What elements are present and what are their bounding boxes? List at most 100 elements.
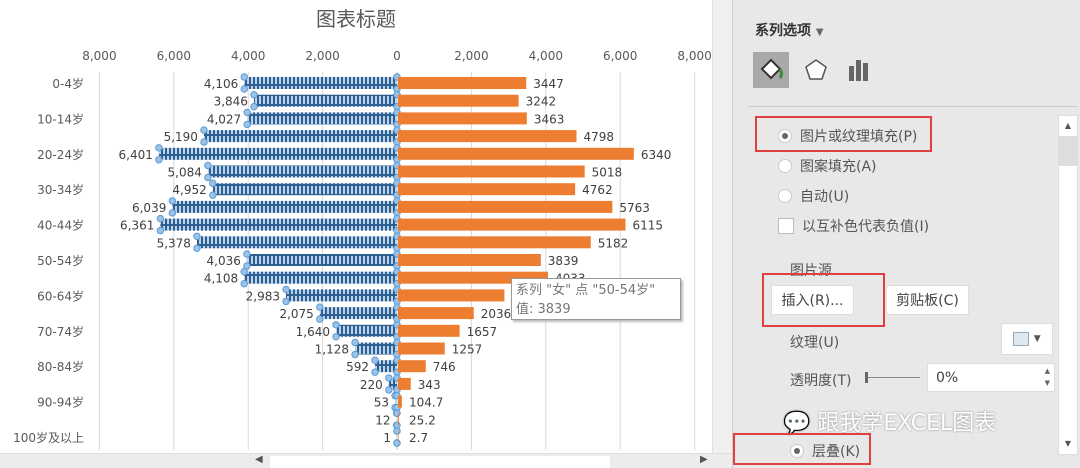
radio-picture-texture-fill[interactable]: 图片或纹理填充(P)	[778, 126, 917, 146]
female-bar[interactable]	[398, 342, 445, 355]
male-data-label: 220	[360, 378, 383, 392]
female-bar[interactable]	[398, 395, 402, 408]
male-data-label: 592	[346, 360, 369, 374]
clipboard-button[interactable]: 剪贴板(C)	[886, 285, 969, 315]
selection-handle	[351, 338, 359, 347]
male-bar[interactable]	[160, 218, 397, 231]
option-label: 以互补色代表负值(I)	[802, 219, 930, 235]
male-data-label: 6,401	[119, 148, 153, 162]
spinner-icon[interactable]: ▲ ▼	[1044, 367, 1050, 387]
female-bar[interactable]	[398, 94, 519, 107]
transparency-slider[interactable]	[865, 370, 920, 384]
radio-automatic[interactable]: 自动(U)	[778, 186, 849, 206]
female-data-label: 343	[418, 378, 441, 392]
female-bar[interactable]	[398, 377, 411, 390]
transparency-input[interactable]: 0% ▲ ▼	[927, 363, 1055, 392]
scroll-left-icon[interactable]: ◀	[255, 454, 263, 465]
category-label: 40-44岁	[37, 218, 84, 233]
male-bar[interactable]	[246, 254, 397, 266]
male-bar[interactable]	[319, 307, 397, 320]
insert-picture-button[interactable]: 插入(R)...	[771, 285, 854, 315]
tab-effects[interactable]	[798, 52, 834, 88]
female-bar[interactable]	[398, 130, 577, 143]
radio-icon	[778, 189, 792, 203]
female-bar[interactable]	[398, 112, 527, 125]
population-pyramid-chart[interactable]: 图表标题 8,000 6,000 4,000 2,000 0 2,000 4,000 6,00…	[0, 0, 712, 453]
selection-handle	[316, 303, 324, 311]
male-data-label: 2,983	[246, 289, 280, 303]
female-bar[interactable]	[398, 413, 399, 426]
scrollbar-thumb[interactable]	[270, 456, 610, 468]
texture-dropdown[interactable]: ▼	[1001, 323, 1053, 355]
x-tick-label: 4,000	[529, 49, 563, 63]
female-bar[interactable]	[398, 324, 460, 337]
female-bar[interactable]	[398, 360, 426, 373]
selection-handle	[250, 103, 258, 111]
male-data-label: 12	[375, 413, 390, 427]
option-label: 层叠(K)	[812, 444, 861, 460]
selection-handle	[351, 350, 359, 359]
scroll-up-icon[interactable]: ▲	[1064, 121, 1072, 130]
panel-vertical-scrollbar[interactable]: ▲ ▼	[1058, 115, 1078, 455]
female-bar[interactable]	[398, 289, 505, 302]
chart-tooltip: 系列 "女" 点 "50-54岁" 值: 3839	[511, 278, 681, 320]
female-bar[interactable]	[398, 271, 549, 284]
female-bar[interactable]	[398, 200, 613, 213]
male-bar[interactable]	[355, 342, 397, 355]
category-label: 100岁及以上	[13, 430, 84, 445]
scroll-right-icon[interactable]: ▶	[700, 454, 708, 465]
male-bar[interactable]	[207, 165, 397, 178]
male-data-label: 1,640	[296, 325, 330, 339]
female-bar[interactable]	[398, 165, 585, 178]
female-bar[interactable]	[398, 218, 626, 231]
series-options-label: 系列选项	[755, 23, 811, 39]
watermark: 💬 跟我学EXCEL图表	[783, 411, 997, 436]
female-bar[interactable]	[398, 236, 591, 249]
male-bar[interactable]	[253, 94, 397, 107]
female-data-label: 3447	[533, 77, 564, 91]
selection-handle	[243, 108, 251, 117]
tab-series-options[interactable]	[841, 52, 877, 88]
checkbox-invert-if-negative[interactable]: 以互补色代表负值(I)	[778, 216, 929, 236]
male-bar[interactable]	[244, 271, 397, 284]
female-bar[interactable]	[398, 431, 399, 443]
radio-pattern-fill[interactable]: 图案填充(A)	[778, 156, 877, 176]
female-bar[interactable]	[398, 147, 634, 160]
male-bar[interactable]	[158, 147, 397, 160]
male-bar[interactable]	[395, 395, 397, 408]
male-bar[interactable]	[374, 360, 397, 373]
scrollbar-thumb[interactable]	[1059, 136, 1077, 166]
scroll-down-icon[interactable]: ▼	[1064, 439, 1072, 448]
selection-handle	[209, 191, 217, 199]
male-bar[interactable]	[335, 324, 397, 337]
selection-handle	[200, 138, 208, 146]
male-bar[interactable]	[388, 377, 397, 390]
highlight-box	[762, 273, 885, 327]
x-tick-label: 6,000	[603, 49, 637, 63]
radio-icon	[778, 159, 792, 173]
male-bar[interactable]	[212, 183, 397, 196]
female-data-label: 4762	[582, 183, 613, 197]
male-bar[interactable]	[172, 200, 397, 213]
female-bar[interactable]	[398, 183, 576, 196]
male-bar[interactable]	[286, 289, 397, 302]
female-bar[interactable]	[398, 307, 474, 320]
horizontal-scrollbar[interactable]: ◀ ▶	[0, 453, 732, 468]
chart-title[interactable]: 图表标题	[316, 7, 396, 31]
male-bar[interactable]	[244, 77, 397, 89]
male-bar[interactable]	[196, 236, 397, 249]
female-bar[interactable]	[398, 254, 541, 266]
selection-handle	[168, 197, 177, 205]
chart-vertical-scrollbar[interactable]	[712, 0, 732, 453]
selection-handle	[332, 321, 340, 329]
radio-stack[interactable]: 层叠(K)	[790, 441, 860, 461]
female-data-label: 5763	[619, 201, 650, 215]
selection-handle	[200, 126, 208, 134]
tab-fill-line[interactable]	[753, 52, 789, 88]
female-bar[interactable]	[398, 77, 527, 89]
selection-handle	[385, 374, 393, 382]
male-bar[interactable]	[247, 112, 397, 125]
series-options-dropdown[interactable]: 系列选项 ▼	[755, 20, 824, 40]
male-data-label: 4,106	[204, 77, 238, 91]
male-bar[interactable]	[203, 130, 397, 143]
